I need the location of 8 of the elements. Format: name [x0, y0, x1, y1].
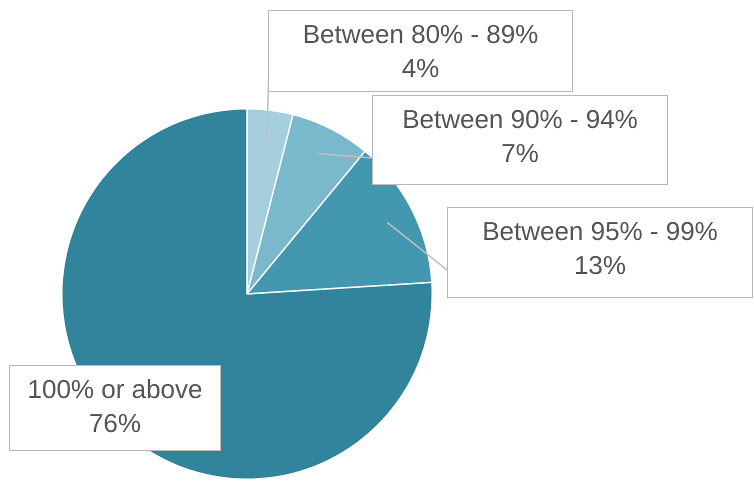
data-label: 13% — [572, 249, 628, 282]
slice-label: Between 90% - 94% — [401, 103, 639, 136]
slice-label: Between 95% - 99% — [481, 215, 719, 248]
data-label: 4% — [400, 52, 440, 85]
data-label: 76% — [88, 407, 142, 440]
slice-label: Between 80% - 89% — [302, 18, 540, 51]
data-label: 7% — [500, 137, 540, 170]
slice-label: 100% or above — [26, 373, 204, 406]
